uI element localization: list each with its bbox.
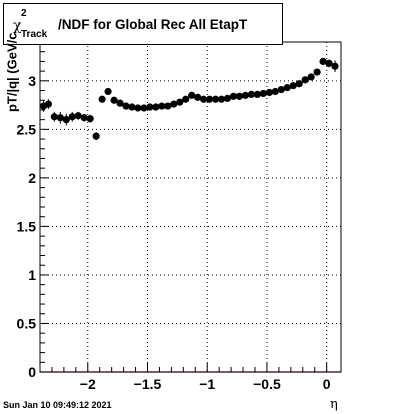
data-point	[182, 95, 190, 103]
data-point	[104, 87, 112, 96]
data-point	[247, 90, 256, 99]
data-point	[146, 103, 154, 111]
datestamp: Sun Jan 10 09:49:12 2021	[3, 400, 112, 410]
data-point	[194, 93, 202, 101]
data-point	[200, 95, 208, 103]
data-point	[301, 76, 309, 84]
data-point	[92, 132, 100, 140]
data-points	[39, 57, 339, 141]
plot-frame-rect	[39, 41, 342, 373]
y-tick-label: 0.5	[17, 315, 37, 331]
data-point	[158, 102, 166, 110]
data-point	[86, 115, 94, 123]
data-point	[110, 96, 118, 104]
title-box: χ 2 Track /NDF for Global Rec All EtapT	[3, 3, 283, 45]
y-tick-label: 0	[28, 364, 36, 380]
data-point	[176, 98, 184, 106]
y-tick-label: 1.5	[17, 218, 37, 234]
axis-ticks	[40, 51, 328, 373]
x-tick-label: −1	[199, 376, 215, 392]
y-axis-label: pT/|q| (GeV/c	[4, 32, 20, 113]
data-point	[289, 82, 297, 90]
data-point	[206, 95, 214, 103]
data-point	[122, 102, 130, 110]
data-point	[265, 88, 273, 97]
data-point	[325, 59, 333, 67]
data-point	[56, 114, 64, 122]
data-point	[170, 100, 178, 108]
data-point	[152, 103, 160, 111]
data-point	[283, 84, 291, 92]
data-point	[259, 89, 267, 98]
x-tick-label: −2	[80, 376, 96, 392]
data-point	[295, 80, 303, 88]
x-tick-label: −0.5	[253, 376, 281, 392]
data-point	[217, 95, 226, 103]
data-point	[188, 91, 196, 99]
title-superscript: 2	[21, 8, 27, 19]
data-point	[331, 62, 339, 70]
data-point	[253, 90, 261, 99]
y-tick-label: 2	[28, 170, 36, 186]
data-point	[140, 104, 148, 112]
x-axis-label: η	[330, 397, 338, 412]
data-point	[134, 104, 142, 112]
data-point	[164, 102, 172, 110]
data-point	[223, 94, 232, 102]
data-point	[62, 116, 70, 124]
data-point	[241, 91, 250, 99]
data-point	[98, 95, 106, 103]
data-point	[50, 113, 58, 121]
grid-lines	[40, 42, 341, 372]
data-point	[211, 95, 220, 103]
data-point	[319, 57, 327, 66]
data-point	[307, 73, 315, 81]
data-point	[271, 87, 279, 96]
data-point	[229, 92, 238, 100]
title-subscript: Track	[21, 29, 48, 40]
data-point	[277, 85, 285, 94]
y-tick-label: 1	[28, 267, 36, 283]
x-tick-label: −1.5	[134, 376, 162, 392]
y-tick-label: 2.5	[17, 121, 37, 137]
tick-labels: −2 −1.5 −1 −0.5 0 0 0.5 1 1.5 2 2.5 3	[17, 73, 331, 392]
x-tick-label: 0	[323, 376, 331, 392]
data-point	[128, 103, 136, 111]
plot-frame	[39, 41, 342, 373]
title-text: /NDF for Global Rec All EtapT	[58, 17, 248, 32]
title-chi-symbol: χ	[13, 18, 22, 34]
data-point	[235, 92, 244, 100]
data-point	[44, 100, 52, 108]
y-tick-label: 3	[28, 73, 36, 89]
data-point	[74, 112, 82, 120]
data-point	[80, 114, 88, 122]
data-point	[313, 68, 321, 76]
data-point	[116, 99, 124, 107]
data-point	[68, 113, 76, 121]
